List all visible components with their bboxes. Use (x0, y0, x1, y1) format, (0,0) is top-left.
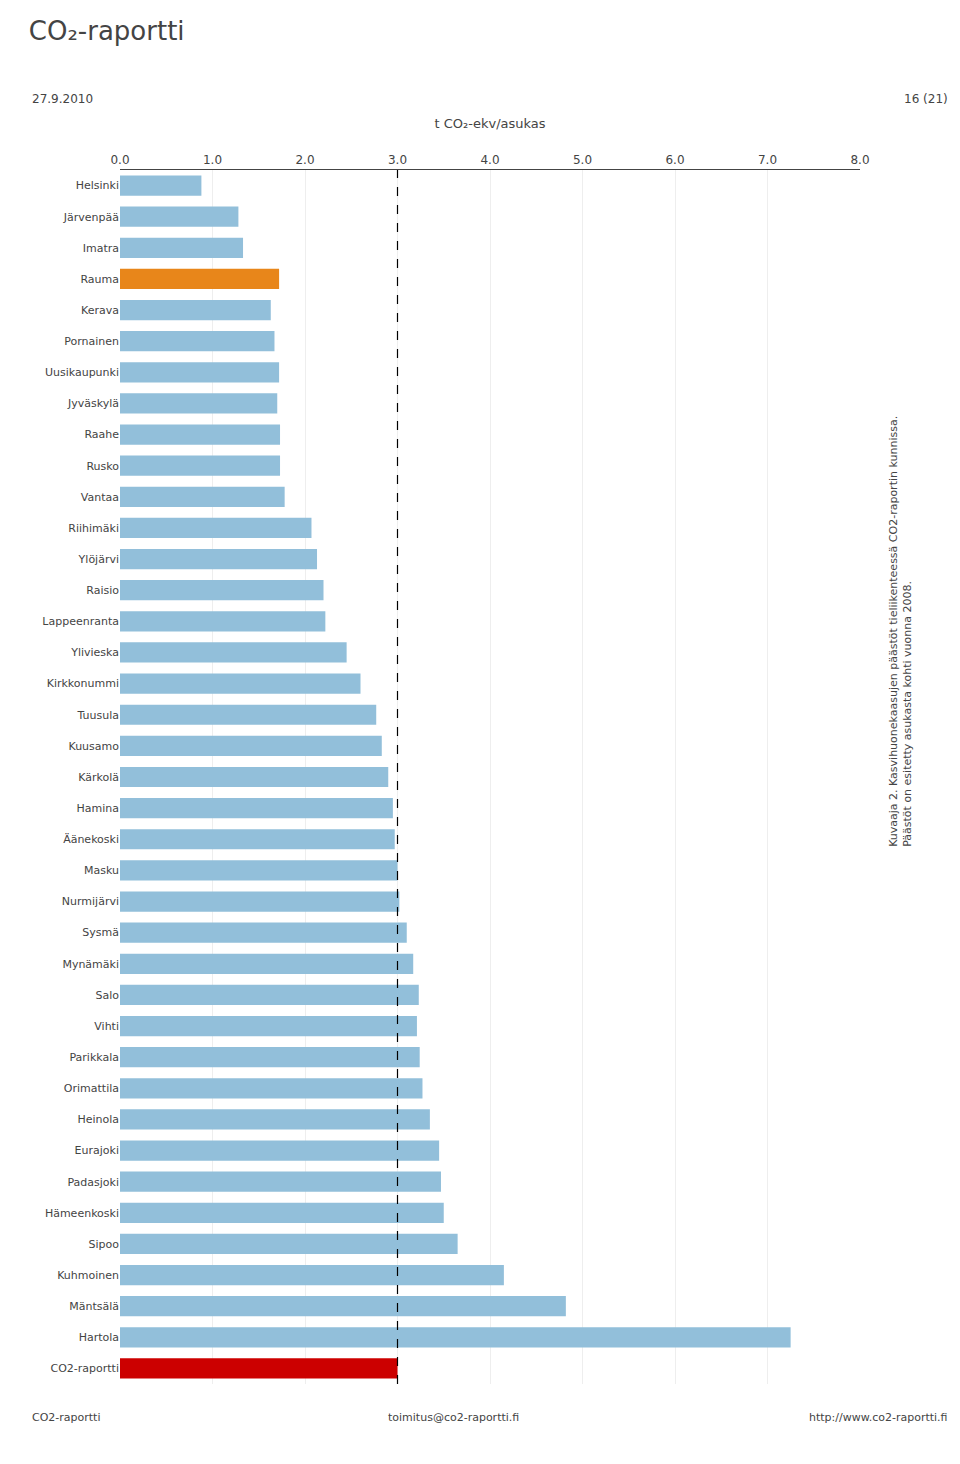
svg-text:Tuusula: Tuusula (77, 709, 120, 722)
svg-text:Äänekoski: Äänekoski (63, 833, 119, 846)
svg-text:Kuhmoinen: Kuhmoinen (57, 1269, 119, 1282)
svg-text:Uusikaupunki: Uusikaupunki (45, 366, 119, 379)
svg-text:Mäntsälä: Mäntsälä (69, 1300, 119, 1313)
svg-text:Jyväskylä: Jyväskylä (67, 397, 119, 410)
svg-text:Kuusamo: Kuusamo (68, 740, 119, 753)
svg-text:Padasjoki: Padasjoki (67, 1176, 119, 1189)
svg-text:8.0: 8.0 (850, 153, 869, 167)
svg-text:1.0: 1.0 (203, 153, 222, 167)
svg-text:Riihimäki: Riihimäki (68, 522, 119, 535)
svg-text:Masku: Masku (84, 864, 119, 877)
svg-text:7.0: 7.0 (758, 153, 777, 167)
svg-text:Rusko: Rusko (86, 460, 119, 473)
svg-text:2.0: 2.0 (295, 153, 314, 167)
svg-text:Orimattila: Orimattila (64, 1082, 119, 1095)
svg-text:Sipoo: Sipoo (89, 1238, 120, 1251)
svg-text:Kärkolä: Kärkolä (78, 771, 119, 784)
svg-text:toimitus@co2-raportti.fi: toimitus@co2-raportti.fi (388, 1411, 519, 1424)
svg-text:Mynämäki: Mynämäki (62, 958, 119, 971)
svg-text:Hamina: Hamina (77, 802, 120, 815)
svg-text:5.0: 5.0 (573, 153, 592, 167)
svg-text:http://www.co2-raportti.fi: http://www.co2-raportti.fi (809, 1411, 948, 1424)
svg-text:Heinola: Heinola (77, 1113, 119, 1126)
svg-text:Raisio: Raisio (86, 584, 119, 597)
svg-text:16 (21): 16 (21) (904, 92, 948, 106)
svg-text:0.0: 0.0 (110, 153, 129, 167)
svg-text:Salo: Salo (95, 989, 119, 1002)
svg-text:27.9.2010: 27.9.2010 (32, 92, 93, 106)
svg-text:Nurmijärvi: Nurmijärvi (62, 895, 119, 908)
svg-text:Vihti: Vihti (94, 1020, 119, 1033)
svg-text:t CO₂-ekv/asukas: t CO₂-ekv/asukas (434, 116, 545, 131)
svg-text:Kerava: Kerava (81, 304, 119, 317)
svg-text:4.0: 4.0 (480, 153, 499, 167)
svg-text:Rauma: Rauma (80, 273, 119, 286)
svg-text:Eurajoki: Eurajoki (75, 1144, 119, 1157)
svg-text:Järvenpää: Järvenpää (63, 211, 119, 224)
svg-text:Pornainen: Pornainen (64, 335, 119, 348)
svg-text:Imatra: Imatra (83, 242, 119, 255)
svg-text:CO₂-raportti: CO₂-raportti (29, 16, 185, 46)
svg-text:3.0: 3.0 (388, 153, 407, 167)
svg-text:Raahe: Raahe (84, 428, 119, 441)
svg-text:Helsinki: Helsinki (76, 179, 119, 192)
svg-text:Kirkkonummi: Kirkkonummi (47, 677, 119, 690)
svg-text:Kuvaaja 2. Kasvihuonekaasujen: Kuvaaja 2. Kasvihuonekaasujen päästöt ti… (887, 416, 914, 847)
svg-text:Hartola: Hartola (79, 1331, 119, 1344)
svg-text:Sysmä: Sysmä (82, 926, 119, 939)
svg-text:Ylivieska: Ylivieska (70, 646, 119, 659)
svg-text:Hämeenkoski: Hämeenkoski (45, 1207, 119, 1220)
svg-text:6.0: 6.0 (665, 153, 684, 167)
svg-text:Vantaa: Vantaa (81, 491, 119, 504)
svg-text:Lappeenranta: Lappeenranta (42, 615, 119, 628)
svg-text:CO2-raportti: CO2-raportti (32, 1411, 101, 1424)
svg-text:CO2-raportti: CO2-raportti (51, 1362, 120, 1375)
svg-text:Ylöjärvi: Ylöjärvi (78, 553, 119, 566)
svg-text:Parikkala: Parikkala (69, 1051, 119, 1064)
